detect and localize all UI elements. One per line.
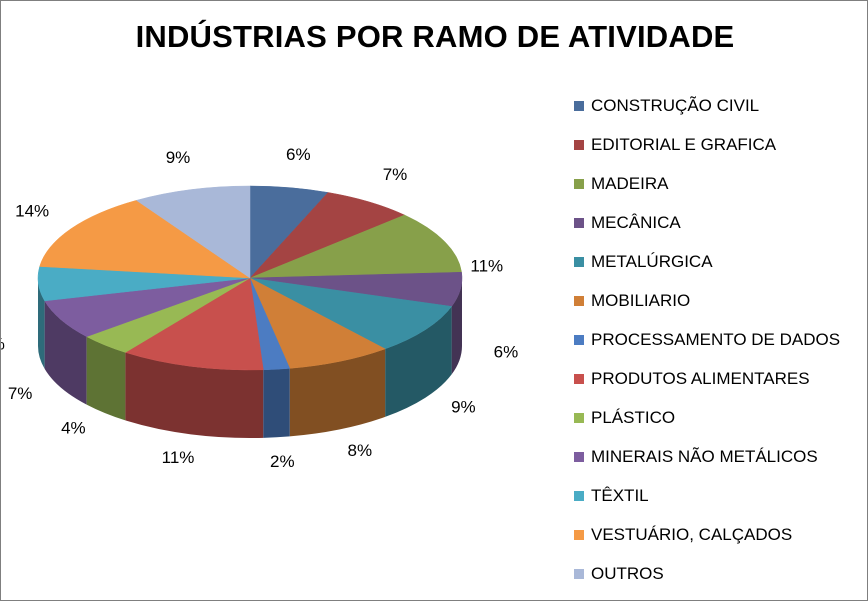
legend-swatch-1 (574, 139, 584, 150)
legend-item-4: METALÚRGICA (574, 242, 840, 281)
legend-item-2: MADEIRA (574, 164, 840, 203)
data-label-8: 4% (61, 419, 86, 438)
data-label-3: 6% (494, 343, 519, 362)
data-label-6: 2% (270, 452, 295, 471)
legend-label-5: MOBILIARIO (591, 290, 691, 310)
pie-slice-side-6 (263, 368, 290, 438)
legend-label-9: MINERAIS NÃO METÁLICOS (591, 446, 818, 466)
legend-item-10: TÊXTIL (574, 476, 840, 515)
legend-swatch-10 (574, 490, 584, 501)
legend-label-12: OUTROS (591, 563, 664, 583)
legend-item-0: CONSTRUÇÃO CIVIL (574, 86, 840, 125)
legend-item-8: PLÁSTICO (574, 398, 840, 437)
legend-label-11: VESTUÁRIO, CALÇADOS (591, 524, 793, 544)
data-label-2: 11% (470, 256, 503, 275)
legend-swatch-11 (574, 529, 584, 540)
pie-slice-side-7 (125, 352, 264, 438)
legend-label-6: PROCESSAMENTO DE DADOS (591, 329, 841, 349)
legend-item-7: PRODUTOS ALIMENTARES (574, 359, 840, 398)
pie-slice-side-9 (44, 300, 87, 405)
pie-top (37, 185, 463, 371)
legend-swatch-7 (574, 373, 584, 384)
legend-swatch-9 (574, 451, 584, 462)
pie-slice-7[interactable] (124, 277, 264, 371)
legend-swatch-6 (574, 334, 584, 345)
pie-slice-11[interactable] (39, 200, 251, 279)
data-label-12: 9% (166, 148, 191, 167)
pie-slice-side-5 (289, 348, 386, 437)
pie-slice-2[interactable] (249, 214, 462, 279)
data-label-11: 14% (15, 201, 49, 220)
legend-swatch-2 (574, 178, 584, 189)
legend-label-1: EDITORIAL E GRAFICA (591, 134, 777, 154)
pie-slice-side-8 (86, 336, 126, 421)
legend-label-0: CONSTRUÇÃO CIVIL (591, 95, 760, 115)
data-label-10: 6% (1, 335, 5, 354)
legend-swatch-4 (574, 256, 584, 267)
data-label-7: 11% (162, 448, 195, 467)
pie-slice-side-10 (38, 278, 45, 369)
chart-title: INDÚSTRIAS POR RAMO DE ATIVIDADE (135, 19, 735, 54)
pie-slice-12[interactable] (135, 185, 251, 279)
legend-swatch-8 (574, 412, 584, 423)
pie-slice-5[interactable] (249, 277, 386, 369)
legend-swatch-0 (574, 100, 584, 111)
legend-label-3: MECÂNICA (591, 212, 681, 232)
pie-sides (38, 278, 462, 438)
legend-label-4: METALÚRGICA (591, 251, 713, 271)
legend-label-2: MADEIRA (591, 173, 669, 193)
pie-slice-4[interactable] (249, 277, 453, 350)
data-label-5: 8% (348, 441, 373, 460)
legend: CONSTRUÇÃO CIVIL EDITORIAL E GRAFICA MADEI… (574, 86, 840, 593)
data-label-0: 6% (286, 145, 311, 164)
data-label-4: 9% (451, 398, 476, 417)
legend-item-1: EDITORIAL E GRAFICA (574, 125, 840, 164)
legend-item-6: PROCESSAMENTO DE DADOS (574, 320, 840, 359)
legend-swatch-5 (574, 295, 584, 306)
legend-item-5: MOBILIARIO (574, 281, 840, 320)
legend-swatch-3 (574, 217, 584, 228)
legend-label-10: TÊXTIL (591, 485, 649, 505)
pie-slice-side-3 (451, 278, 462, 375)
legend-label-8: PLÁSTICO (591, 407, 676, 427)
legend-label-7: PRODUTOS ALIMENTARES (591, 368, 810, 388)
data-labels: 6% 7% 11% 6% 9% 8% 2% 11% 4% 7% 6% 14% 9% (1, 145, 518, 471)
data-label-1: 7% (383, 165, 408, 184)
legend-item-11: VESTUÁRIO, CALÇADOS (574, 515, 840, 554)
data-label-9: 7% (8, 384, 33, 403)
legend-swatch-12 (574, 568, 584, 579)
legend-item-3: MECÂNICA (574, 203, 840, 242)
pie-slice-side-4 (385, 306, 452, 417)
legend-item-9: MINERAIS NÃO METÁLICOS (574, 437, 840, 476)
legend-item-12: OUTROS (574, 554, 840, 593)
